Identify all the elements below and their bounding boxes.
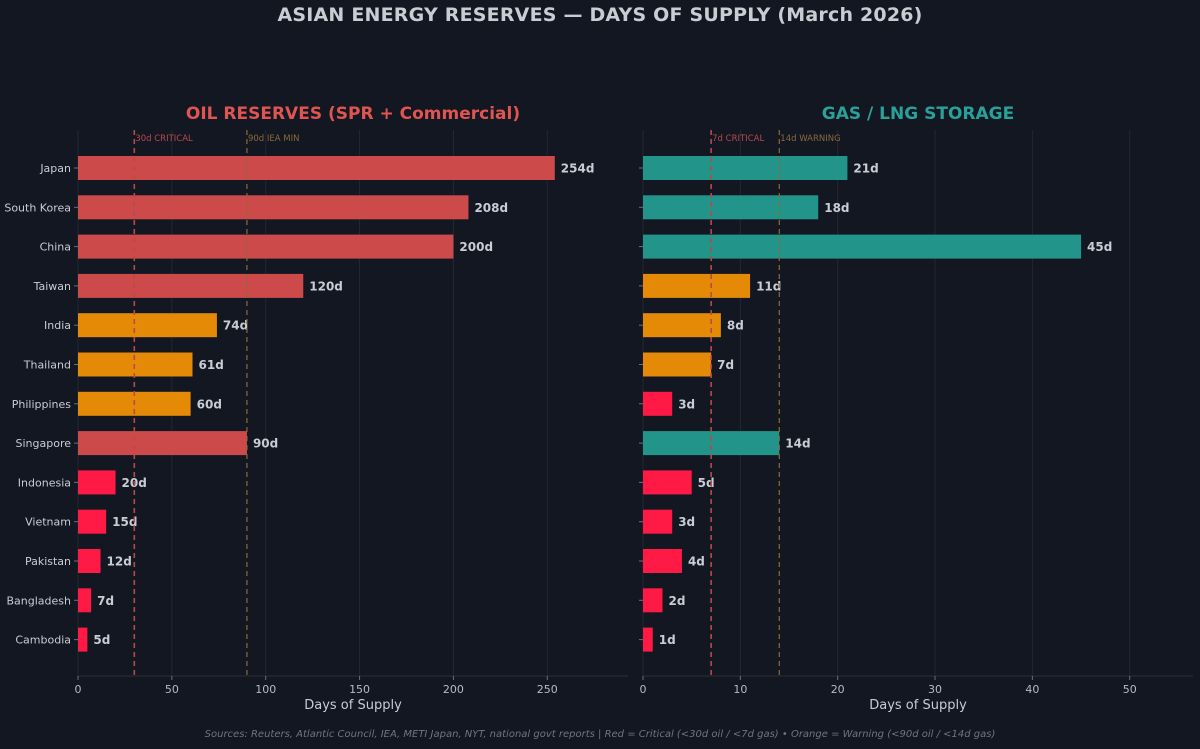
category-label: India (44, 319, 71, 332)
oil-bar-indonesia (78, 470, 116, 495)
oil-value-label: 74d (223, 319, 248, 333)
oil-x-tick-label: 0 (75, 683, 82, 696)
oil-bar-cambodia (78, 627, 88, 652)
oil-bar-japan (78, 156, 555, 180)
category-label: Pakistan (25, 555, 71, 568)
oil-value-label: 15d (112, 515, 137, 529)
gas-value-label: 3d (678, 397, 695, 411)
oil-value-label: 254d (561, 162, 595, 176)
gas-value-label: 18d (824, 201, 849, 215)
gas-value-label: 11d (756, 279, 781, 293)
gas-x-tick-label: 0 (640, 683, 647, 696)
oil-bar-china (78, 234, 454, 259)
oil-x-tick-label: 150 (349, 683, 370, 696)
gas-reference-label: 14d WARNING (780, 134, 840, 144)
gas-panel-title: GAS / LNG STORAGE (821, 104, 1015, 124)
oil-bar-india (78, 313, 217, 338)
oil-value-label: 120d (309, 279, 343, 293)
gas-x-tick-label: 10 (733, 683, 747, 696)
oil-bar-pakistan (78, 549, 101, 573)
oil-panel-title: OIL RESERVES (SPR + Commercial) (185, 104, 521, 124)
gas-bar-bangladesh (643, 588, 663, 613)
oil-value-label: 12d (107, 555, 132, 569)
gas-value-label: 5d (698, 476, 715, 490)
gas-bar-vietnam (643, 509, 673, 534)
oil-x-tick-label: 250 (537, 683, 558, 696)
oil-reference-label: 30d CRITICAL (135, 134, 193, 144)
chart-main-title: ASIAN ENERGY RESERVES — DAYS OF SUPPLY (… (277, 4, 923, 26)
gas-value-label: 1d (659, 633, 676, 647)
gas-reference-label: 7d CRITICAL (712, 134, 764, 144)
gas-bar-cambodia (643, 627, 653, 652)
category-label: Bangladesh (7, 594, 72, 607)
gas-value-label: 45d (1087, 240, 1112, 254)
category-label: Japan (39, 162, 71, 175)
oil-value-label: 60d (197, 397, 222, 411)
sources-footer: Sources: Reuters, Atlantic Council, IEA,… (204, 729, 996, 740)
gas-value-label: 2d (668, 594, 685, 608)
gas-x-axis-title: Days of Supply (869, 698, 967, 713)
gas-value-label: 8d (727, 319, 744, 333)
gas-bar-taiwan (643, 273, 751, 298)
gas-x-tick-label: 30 (928, 683, 942, 696)
gas-value-label: 4d (688, 555, 705, 569)
gas-bar-india (643, 313, 721, 338)
category-label: Vietnam (25, 516, 71, 529)
oil-bar-thailand (78, 352, 193, 377)
oil-x-axis-title: Days of Supply (304, 698, 402, 713)
gas-bar-china (643, 234, 1082, 259)
category-label: China (40, 241, 71, 254)
oil-bar-taiwan (78, 273, 304, 298)
oil-bar-singapore (78, 431, 247, 456)
oil-value-label: 200d (459, 240, 493, 254)
category-label: Thailand (23, 359, 71, 372)
gas-x-tick-label: 50 (1123, 683, 1137, 696)
oil-value-label: 208d (474, 201, 508, 215)
gas-bar-philippines (643, 391, 673, 416)
oil-bar-south-korea (78, 195, 469, 220)
gas-x-tick-label: 40 (1025, 683, 1039, 696)
oil-value-label: 90d (253, 437, 278, 451)
oil-value-label: 61d (199, 358, 224, 372)
gas-bar-japan (643, 156, 848, 180)
oil-x-tick-label: 200 (443, 683, 464, 696)
gas-value-label: 7d (717, 358, 734, 372)
oil-x-tick-label: 50 (165, 683, 179, 696)
gas-value-label: 14d (785, 437, 810, 451)
category-label: Cambodia (15, 634, 71, 647)
category-label: Taiwan (33, 280, 71, 293)
oil-bar-vietnam (78, 509, 107, 534)
gas-bar-pakistan (643, 549, 682, 573)
gas-bar-indonesia (643, 470, 692, 495)
oil-reference-label: 90d IEA MIN (248, 134, 300, 144)
category-label: Philippines (12, 398, 72, 411)
gas-x-tick-label: 20 (831, 683, 845, 696)
gas-bar-thailand (643, 352, 712, 377)
oil-bar-bangladesh (78, 588, 92, 613)
gas-value-label: 21d (853, 162, 878, 176)
gas-bar-singapore (643, 431, 780, 456)
gas-bar-south-korea (643, 195, 819, 220)
oil-x-tick-label: 100 (255, 683, 276, 696)
oil-value-label: 5d (93, 633, 110, 647)
oil-value-label: 7d (97, 594, 114, 608)
category-label: Singapore (16, 437, 72, 450)
category-label: South Korea (4, 201, 71, 214)
gas-value-label: 3d (678, 515, 695, 529)
category-label: Indonesia (18, 476, 71, 489)
